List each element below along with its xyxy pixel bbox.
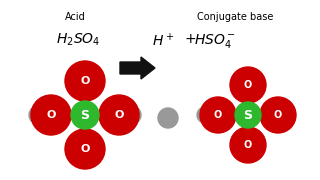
- Circle shape: [29, 106, 47, 124]
- Circle shape: [71, 101, 99, 129]
- Text: $HSO_4^-$: $HSO_4^-$: [194, 32, 236, 50]
- Circle shape: [65, 61, 105, 101]
- Circle shape: [230, 67, 266, 103]
- Text: +: +: [184, 32, 196, 46]
- Circle shape: [158, 108, 178, 128]
- Text: O: O: [244, 140, 252, 150]
- Circle shape: [260, 97, 296, 133]
- Text: O: O: [274, 110, 282, 120]
- FancyArrow shape: [120, 57, 155, 79]
- Circle shape: [123, 106, 141, 124]
- Text: O: O: [244, 80, 252, 90]
- Text: O: O: [80, 76, 90, 86]
- Text: O: O: [80, 144, 90, 154]
- Text: $H^+$: $H^+$: [152, 32, 174, 49]
- Text: O: O: [46, 110, 56, 120]
- Text: S: S: [244, 109, 252, 122]
- Circle shape: [235, 102, 261, 128]
- Circle shape: [230, 127, 266, 163]
- Circle shape: [99, 95, 139, 135]
- Text: Conjugate base: Conjugate base: [197, 12, 273, 22]
- Circle shape: [197, 107, 213, 123]
- Circle shape: [65, 129, 105, 169]
- Text: $H_2SO_4$: $H_2SO_4$: [56, 32, 100, 48]
- Text: O: O: [214, 110, 222, 120]
- Circle shape: [31, 95, 71, 135]
- Text: Acid: Acid: [65, 12, 85, 22]
- Text: O: O: [114, 110, 124, 120]
- Text: S: S: [81, 109, 90, 122]
- Circle shape: [200, 97, 236, 133]
